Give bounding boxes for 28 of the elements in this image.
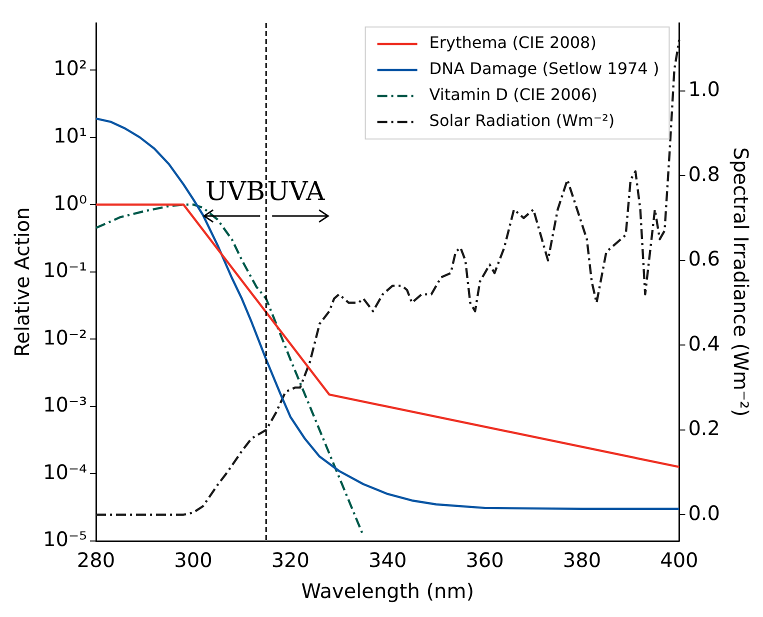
x-tick-label: 380 — [562, 548, 602, 572]
y-tick-label: 10⁻⁴ — [42, 460, 88, 484]
x-tick-label: 400 — [660, 548, 698, 572]
y-tick-label: 10⁰ — [54, 190, 88, 215]
legend-label: DNA Damage (Setlow 1974 ) — [429, 59, 660, 78]
y2-tick-label: 0.2 — [688, 416, 720, 440]
y-axis-title: Relative Action — [10, 207, 34, 357]
y-tick-label: 10⁻³ — [42, 392, 88, 417]
legend-label: Vitamin D (CIE 2006) — [429, 85, 598, 104]
annotation: UVB — [205, 176, 266, 207]
y2-tick-label: 1.0 — [688, 77, 720, 102]
annotation: UVA — [267, 176, 326, 207]
y-tick-label: 10⁻¹ — [42, 258, 88, 282]
y2-tick-label: 0.8 — [688, 162, 720, 186]
legend-label: Solar Radiation (Wm⁻²) — [429, 111, 615, 130]
x-axis-title: Wavelength (nm) — [301, 579, 474, 604]
y2-axis-title: Spectral Irradiance (Wm⁻²) — [728, 147, 753, 417]
y2-tick-label: 0.0 — [688, 500, 720, 525]
y-tick-label: 10² — [54, 56, 88, 80]
x-tick-label: 320 — [271, 548, 310, 572]
y2-tick-label: 0.6 — [688, 246, 720, 271]
x-tick-label: 300 — [174, 548, 212, 572]
y-tick-label: 10¹ — [54, 124, 88, 148]
x-tick-label: 340 — [368, 548, 407, 572]
x-tick-label: 360 — [466, 548, 504, 572]
legend-label: Erythema (CIE 2008) — [429, 33, 596, 52]
y-tick-label: 10⁻² — [42, 325, 88, 350]
y2-tick-label: 0.4 — [688, 331, 720, 356]
